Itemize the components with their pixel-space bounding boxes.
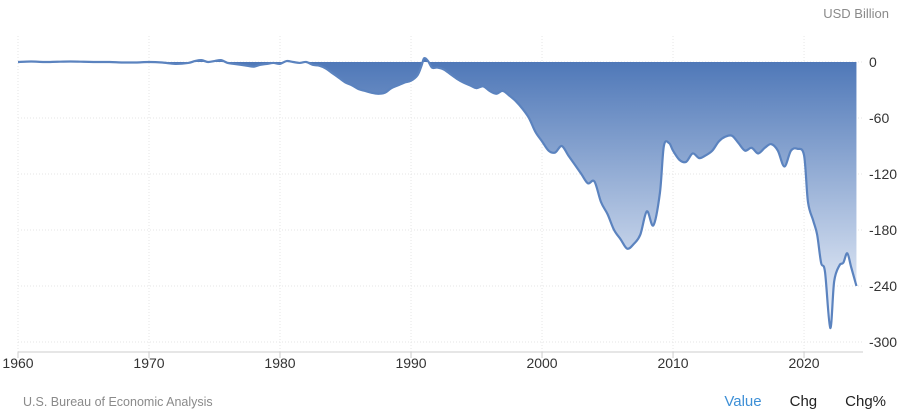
x-tick-label: 2020 bbox=[788, 355, 819, 371]
y-tick-label: -300 bbox=[869, 334, 897, 350]
y-tick-label: -120 bbox=[869, 166, 897, 182]
y-axis: 0 -60 -120 -180 -240 -300 bbox=[869, 54, 897, 350]
x-tick-label: 1960 bbox=[2, 355, 33, 371]
y-tick-label: -180 bbox=[869, 222, 897, 238]
tab-chg[interactable]: Chg bbox=[762, 393, 818, 410]
source-label: U.S. Bureau of Economic Analysis bbox=[23, 395, 213, 409]
y-tick-label: 0 bbox=[869, 54, 877, 70]
y-tick-label: -240 bbox=[869, 278, 897, 294]
x-tick-label: 1980 bbox=[264, 355, 295, 371]
x-axis: 1960 1970 1980 1990 2000 2010 2020 bbox=[2, 351, 863, 371]
x-tick-label: 1970 bbox=[133, 355, 164, 371]
view-tabs: Value Chg Chg% bbox=[696, 393, 886, 410]
tab-chg-percent[interactable]: Chg% bbox=[817, 393, 886, 410]
x-tick-label: 2000 bbox=[526, 355, 557, 371]
tab-value[interactable]: Value bbox=[696, 393, 761, 410]
series-line bbox=[17, 57, 858, 330]
x-tick-label: 2010 bbox=[657, 355, 688, 371]
y-tick-label: -60 bbox=[869, 110, 889, 126]
series-area bbox=[17, 57, 858, 330]
x-tick-label: 1990 bbox=[395, 355, 426, 371]
series-area-fill bbox=[18, 58, 857, 329]
unit-label: USD Billion bbox=[823, 6, 889, 21]
